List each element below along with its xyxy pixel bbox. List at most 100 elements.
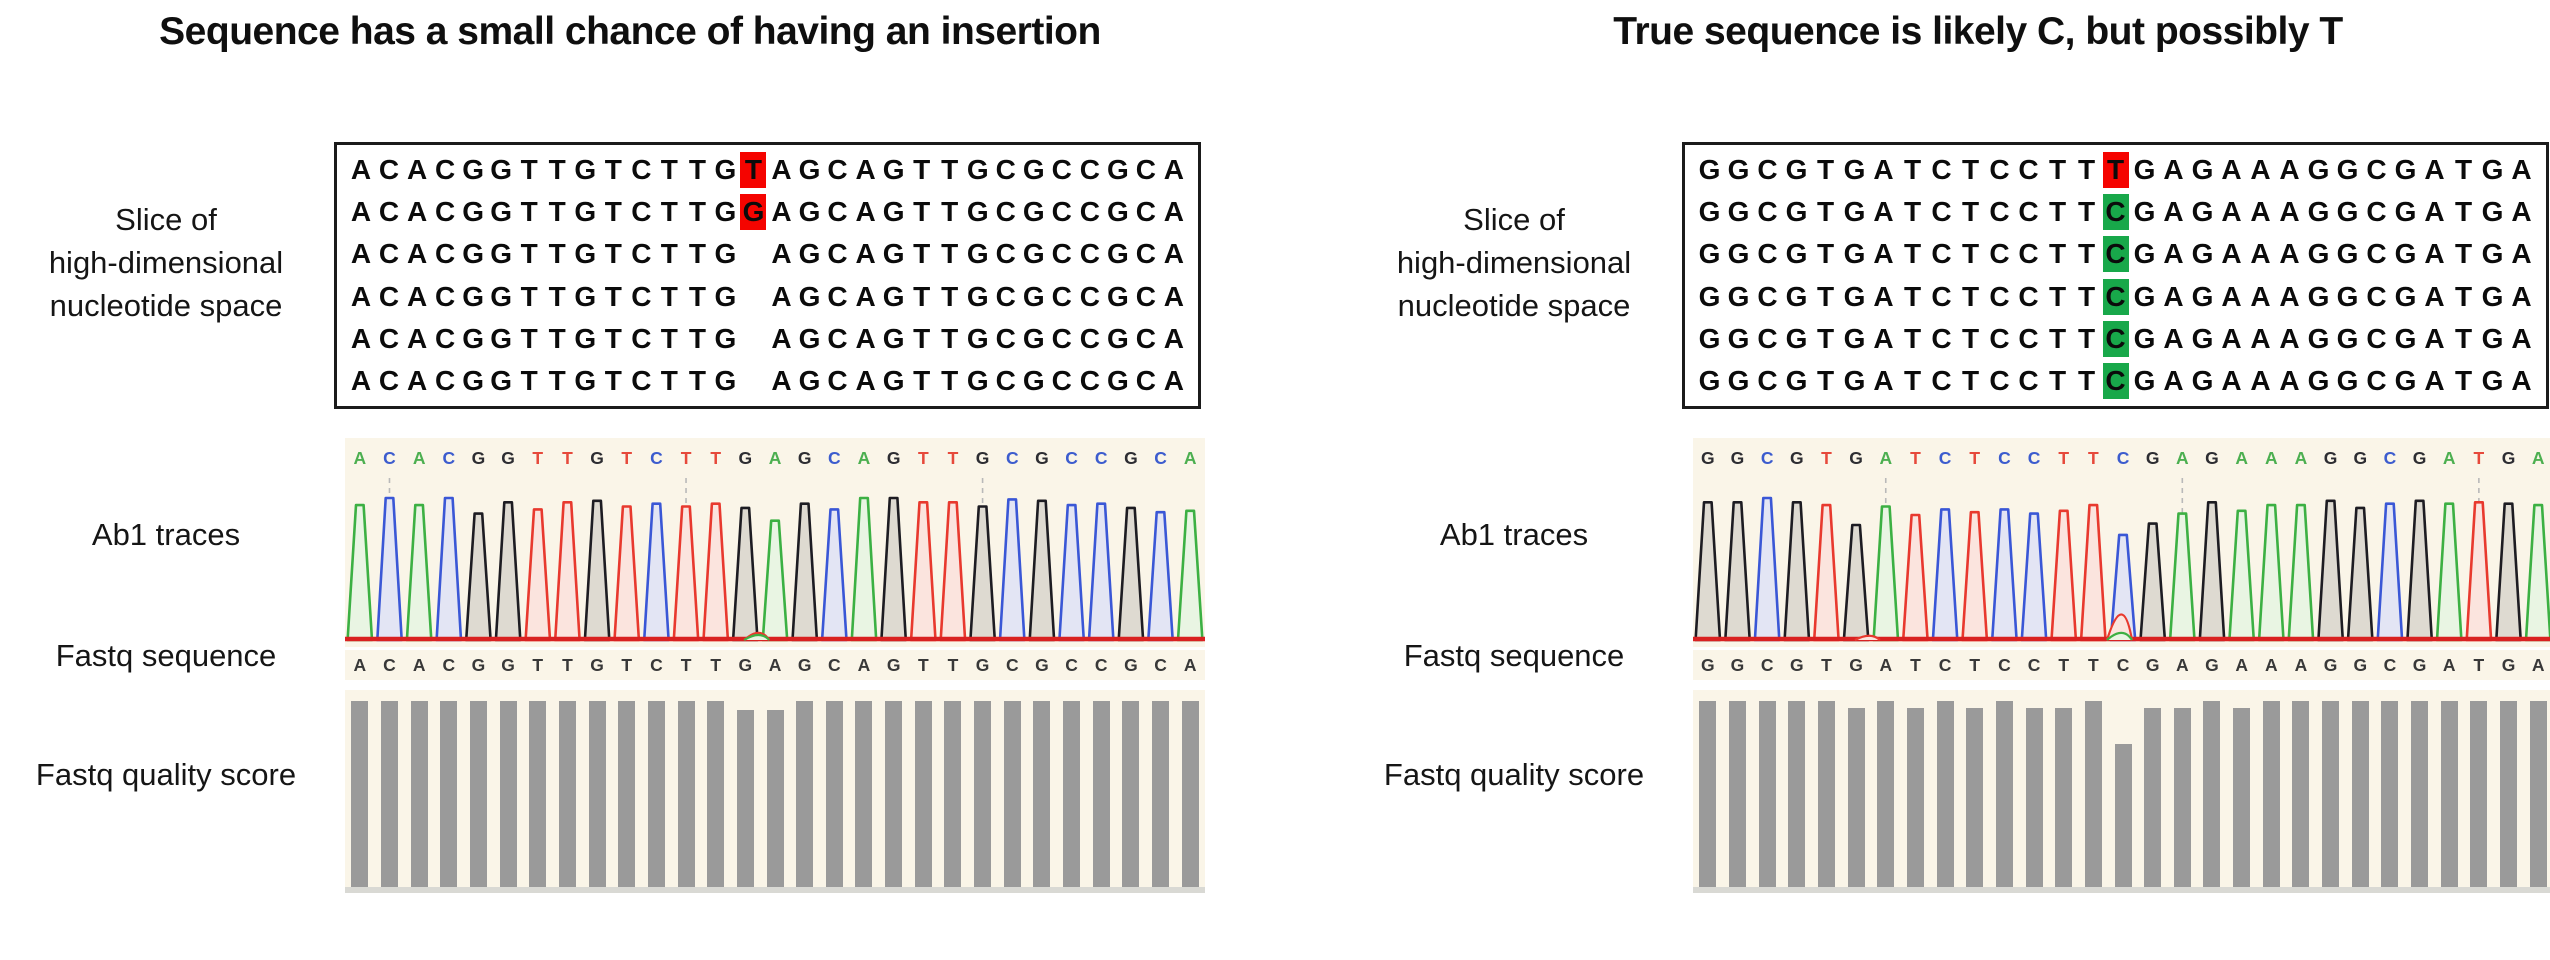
quality-bar — [677, 701, 695, 887]
fastq-base-letter: G — [1701, 654, 1715, 675]
base-slot: A — [849, 448, 879, 469]
base-letter: T — [604, 238, 622, 270]
trace-base-letter: A — [412, 447, 426, 468]
trace-peak-A — [2435, 502, 2463, 642]
base-letter: C — [1989, 154, 2010, 186]
base-slot: C — [1132, 194, 1160, 230]
base-slot: A — [2507, 194, 2536, 230]
base-slot: G — [1695, 279, 1724, 315]
chromatogram — [345, 478, 1205, 642]
base-slot: A — [1160, 321, 1188, 357]
base-letter: A — [1873, 196, 1894, 228]
base-letter: G — [2307, 322, 2330, 354]
secondary-peak-A — [2106, 631, 2133, 641]
base-letter: G — [2133, 280, 2156, 312]
base-slot: T — [936, 152, 964, 188]
base-slot: T — [2464, 655, 2494, 676]
base-letter: A — [406, 196, 428, 228]
trace-base-letter: A — [2264, 447, 2278, 468]
base-letter: G — [2336, 280, 2359, 312]
base-slot: C — [375, 279, 403, 315]
base-slot: G — [879, 655, 909, 676]
base-letter: A — [2279, 196, 2300, 228]
quality-bar — [410, 701, 428, 887]
base-slot: G — [2130, 279, 2159, 315]
base-slot: T — [2449, 363, 2478, 399]
base-slot: C — [1985, 236, 2014, 272]
trace-base-letter: G — [1789, 447, 1804, 468]
base-slot: T — [908, 363, 936, 399]
base-letter: T — [2048, 322, 2067, 354]
base-letter: G — [798, 322, 821, 354]
base-slot: G — [2333, 152, 2362, 188]
base-slot: C — [1048, 236, 1076, 272]
base-letter: G — [714, 322, 737, 354]
base-letter: C — [1989, 322, 2010, 354]
base-slot: C — [375, 363, 403, 399]
trace-peak-G — [464, 512, 492, 642]
fastq-base-letter: C — [650, 654, 663, 675]
base-letter: G — [2481, 322, 2504, 354]
trace-base-letter: G — [2501, 447, 2516, 468]
base-letter: G — [798, 238, 821, 270]
trace-base-letter: A — [2235, 447, 2248, 468]
base-slot: T — [523, 448, 553, 469]
base-letter: T — [2048, 196, 2067, 228]
base-slot: C — [627, 152, 655, 188]
base-slot: G — [1782, 279, 1811, 315]
base-letter: C — [1989, 196, 2010, 228]
base-letter: A — [2424, 364, 2445, 396]
base-slot: C — [1076, 363, 1104, 399]
base-letter: A — [350, 322, 372, 354]
base-slot: A — [403, 152, 431, 188]
base-letter: G — [1727, 280, 1750, 312]
base-slot: T — [599, 321, 627, 357]
label-line: high-dimensional — [1396, 245, 1632, 280]
base-letter: G — [714, 364, 737, 396]
base-letter: T — [1816, 196, 1835, 228]
base-letter: G — [574, 364, 597, 396]
quality-bar-slot — [553, 701, 583, 887]
base-slot: A — [403, 236, 431, 272]
base-slot: G — [571, 363, 599, 399]
base-slot: T — [543, 363, 571, 399]
base-slot: T — [936, 236, 964, 272]
base-slot: G — [1020, 279, 1048, 315]
base-slot: C — [1930, 655, 1960, 676]
base-slot: G — [2316, 448, 2346, 469]
base-slot: C — [1076, 152, 1104, 188]
base-letter: G — [1022, 238, 1045, 270]
base-letter: T — [2077, 364, 2096, 396]
quality-bar-slot — [997, 701, 1027, 887]
base-letter: A — [771, 238, 792, 270]
base-slot: G — [1723, 655, 1753, 676]
base-slot: A — [404, 655, 434, 676]
label-line: high-dimensional — [48, 245, 284, 280]
base-slot: C — [2014, 194, 2043, 230]
base-slot: T — [1898, 321, 1927, 357]
base-slot: A — [1160, 194, 1188, 230]
quality-bar-slot — [345, 701, 375, 887]
base-slot: A — [1869, 194, 1898, 230]
base-letter: G — [714, 154, 737, 186]
fastq-base-letter: G — [590, 654, 604, 675]
base-slot: C — [824, 152, 852, 188]
base-slot: G — [582, 448, 612, 469]
base-letter: T — [520, 154, 538, 186]
base-letter: C — [1051, 154, 1072, 186]
base-slot: G — [1020, 363, 1048, 399]
base-letter: G — [798, 196, 821, 228]
quality-bar — [1847, 708, 1865, 887]
trace-base-letter: T — [621, 447, 633, 468]
base-slot: C — [1985, 152, 2014, 188]
base-slot: T — [908, 279, 936, 315]
base-slot: T — [1956, 279, 1985, 315]
trace-base-letter: G — [1035, 447, 1049, 468]
base-slot: T — [515, 236, 543, 272]
base-slot: T — [908, 321, 936, 357]
base-slot: A — [2246, 236, 2275, 272]
fastq-base-letter: A — [2442, 654, 2456, 675]
base-slot: T — [2043, 321, 2072, 357]
